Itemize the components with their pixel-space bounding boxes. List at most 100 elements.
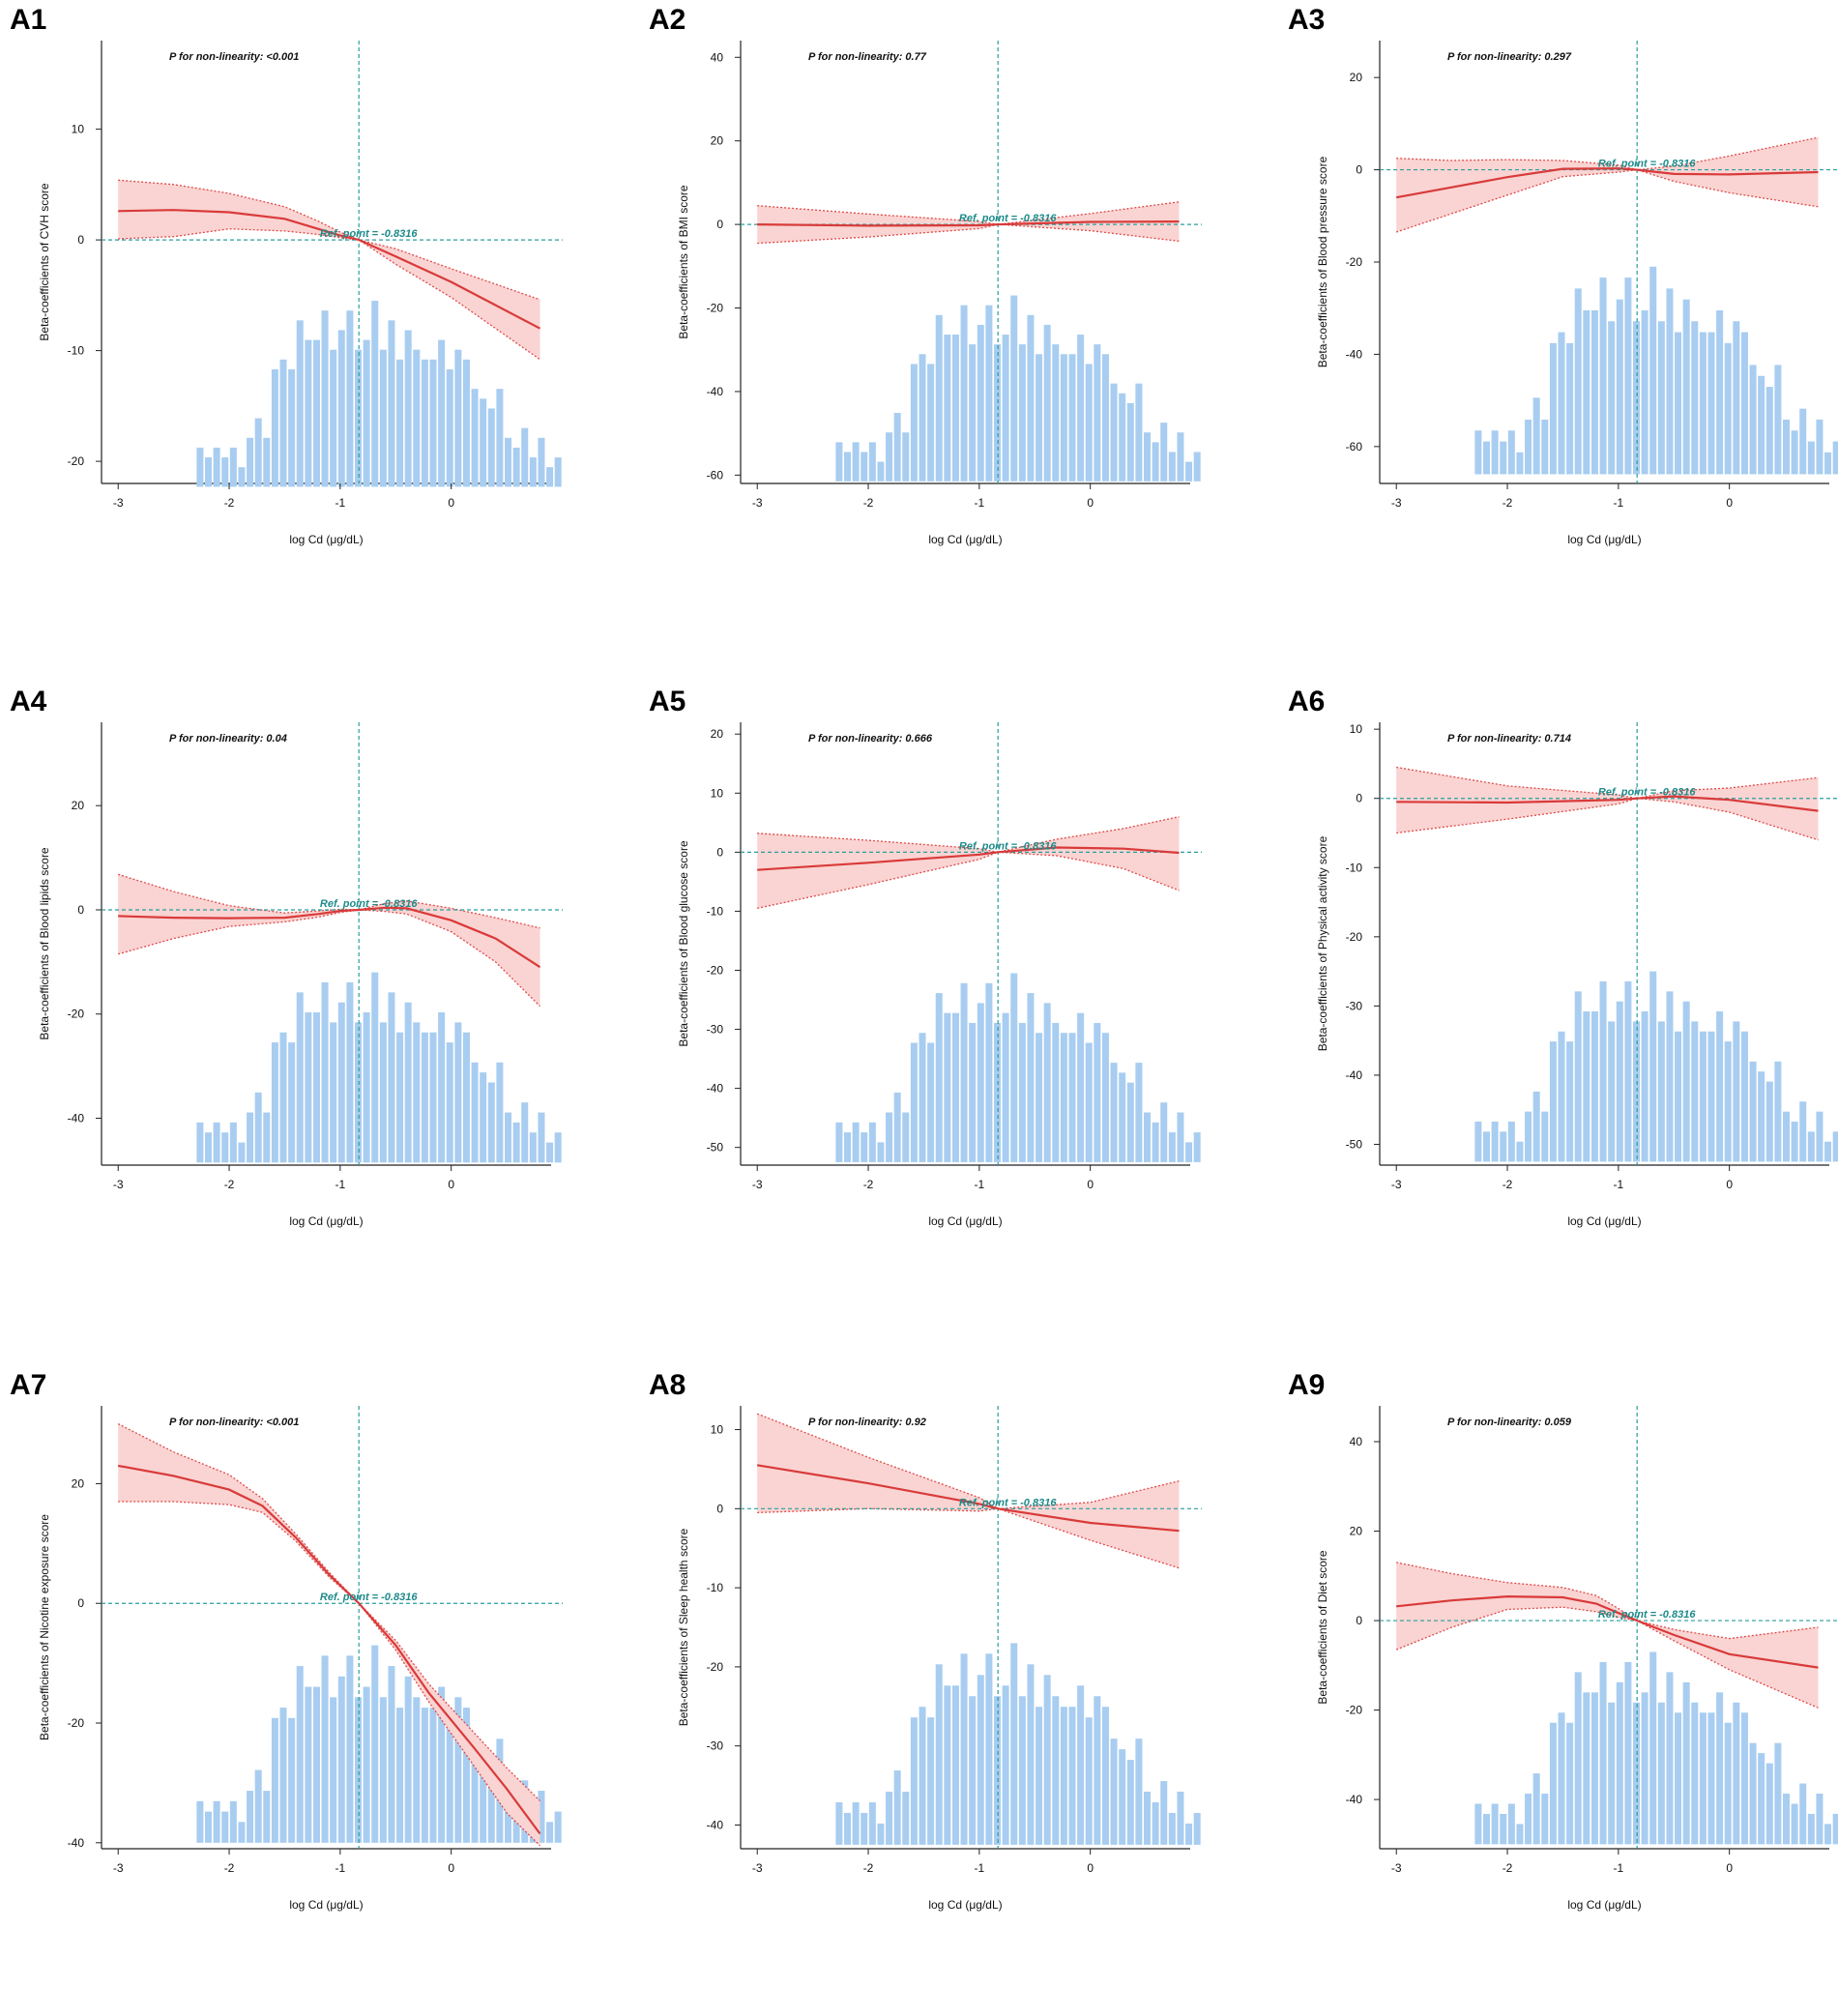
- histogram-bar: [919, 1707, 926, 1845]
- histogram-bar: [254, 1092, 262, 1163]
- histogram-bar: [1749, 1061, 1757, 1162]
- histogram-bar: [279, 359, 287, 487]
- histogram-bar: [944, 335, 951, 482]
- ref-point-label: Ref. point = -0.8316: [959, 213, 1057, 224]
- x-tick-label: -2: [863, 496, 874, 510]
- p-value-label: P for non-linearity: 0.714: [1447, 733, 1571, 745]
- histogram-bar: [312, 1012, 320, 1163]
- histogram-bar: [521, 1102, 529, 1163]
- x-tick-label: 0: [1087, 1861, 1094, 1875]
- histogram-bar: [1160, 1102, 1168, 1162]
- histogram-bar: [1608, 1021, 1616, 1162]
- histogram-bar: [935, 1664, 943, 1845]
- p-value-label: P for non-linearity: 0.297: [1447, 51, 1572, 63]
- histogram-bar: [1160, 423, 1168, 482]
- histogram-bar: [429, 359, 437, 487]
- histogram-bar: [1077, 335, 1085, 482]
- histogram-bar: [1516, 452, 1524, 475]
- histogram-bar: [371, 972, 379, 1163]
- y-tick-label: -30: [1346, 999, 1363, 1012]
- histogram-bar: [554, 1811, 562, 1843]
- histogram-bar: [1707, 1712, 1715, 1845]
- histogram-bar: [321, 1655, 329, 1843]
- histogram-bar: [505, 437, 512, 487]
- histogram-bar: [985, 982, 993, 1162]
- ci-lower-line: [1396, 798, 1819, 841]
- histogram-bar: [346, 981, 354, 1163]
- histogram-bar: [1491, 1803, 1499, 1845]
- panel-label: A4: [10, 686, 47, 717]
- ref-point-label: Ref. point = -0.8316: [1598, 159, 1696, 170]
- ci-band: [118, 874, 540, 1007]
- histogram-bar: [1532, 1773, 1540, 1845]
- ci-band: [1396, 137, 1819, 232]
- histogram-bar: [371, 301, 379, 487]
- histogram-bar: [312, 339, 320, 487]
- histogram-bar: [994, 1022, 1002, 1162]
- histogram-bar: [835, 1122, 843, 1162]
- y-tick-label: 0: [716, 218, 723, 231]
- histogram-bar: [1101, 1033, 1109, 1162]
- histogram-bar: [446, 368, 453, 487]
- x-tick-label: 0: [448, 496, 454, 510]
- histogram-bar: [371, 1645, 379, 1843]
- chart-a6: Ref. point = -0.8316 P for non-linearity:…: [1316, 722, 1838, 1228]
- histogram-bar: [471, 1738, 479, 1843]
- histogram-bar: [1168, 1812, 1176, 1845]
- histogram-bar: [1525, 419, 1532, 475]
- histogram-bar: [1699, 1031, 1707, 1162]
- y-tick-label: 0: [77, 903, 84, 917]
- histogram-bar: [1500, 1131, 1507, 1162]
- histogram-bar: [454, 349, 462, 487]
- histogram-bar: [1177, 432, 1184, 482]
- y-axis-title: Beta-coefficients of Blood lipids score: [38, 847, 51, 1040]
- histogram-bar: [1491, 1121, 1499, 1162]
- y-tick-label: -50: [707, 1141, 724, 1154]
- histogram-bar: [1060, 1033, 1067, 1162]
- histogram-bar: [1824, 1824, 1832, 1845]
- histogram-bar: [247, 1791, 254, 1843]
- histogram-bar: [312, 1686, 320, 1843]
- histogram-bar: [296, 992, 304, 1163]
- histogram-bar: [296, 320, 304, 487]
- histogram-bar: [1824, 1141, 1832, 1162]
- x-axis-title: log Cd (μg/dL): [1567, 1898, 1641, 1912]
- histogram-bar: [1110, 383, 1118, 482]
- histogram-bar: [404, 330, 412, 487]
- histogram-bar: [321, 310, 329, 487]
- histogram-bar: [205, 1132, 213, 1163]
- histogram-bar: [454, 1022, 462, 1163]
- histogram-bar: [1193, 452, 1201, 482]
- histogram-bar: [229, 1800, 237, 1843]
- y-tick-label: 0: [1356, 1614, 1362, 1627]
- histogram-bar: [910, 364, 918, 482]
- histogram-bar: [1144, 1792, 1152, 1845]
- histogram-bar: [1010, 973, 1018, 1162]
- panel-a2: A2 Ref. point = -0.8316 P for non-lineari…: [639, 0, 1251, 651]
- histogram-bar: [396, 359, 404, 487]
- histogram-bar: [196, 1800, 204, 1843]
- histogram-bar: [1641, 1011, 1648, 1162]
- histogram-bar: [902, 432, 910, 482]
- histogram-bar: [1590, 1011, 1598, 1162]
- y-tick-label: 20: [711, 134, 724, 148]
- histogram-bar: [861, 1812, 868, 1845]
- histogram-bar: [1525, 1794, 1532, 1845]
- histogram-bar: [1666, 288, 1674, 475]
- histogram-bar: [1765, 387, 1773, 475]
- x-axis-title: log Cd (μg/dL): [1567, 533, 1641, 546]
- y-tick-label: -20: [1346, 930, 1363, 944]
- histogram-bar: [1599, 278, 1607, 475]
- histogram-bar: [247, 437, 254, 487]
- histogram-bar: [1799, 408, 1807, 475]
- histogram-bar: [1060, 1707, 1067, 1845]
- histogram-bar: [1824, 452, 1832, 475]
- histogram-bar: [413, 349, 421, 487]
- histogram-bar: [1599, 1661, 1607, 1845]
- histogram-bar: [229, 1122, 237, 1163]
- histogram-bar: [438, 1686, 446, 1843]
- x-tick-label: -2: [224, 1178, 235, 1191]
- histogram-bar: [554, 457, 562, 487]
- histogram-bar: [844, 1132, 852, 1162]
- y-tick-label: -60: [1346, 440, 1363, 453]
